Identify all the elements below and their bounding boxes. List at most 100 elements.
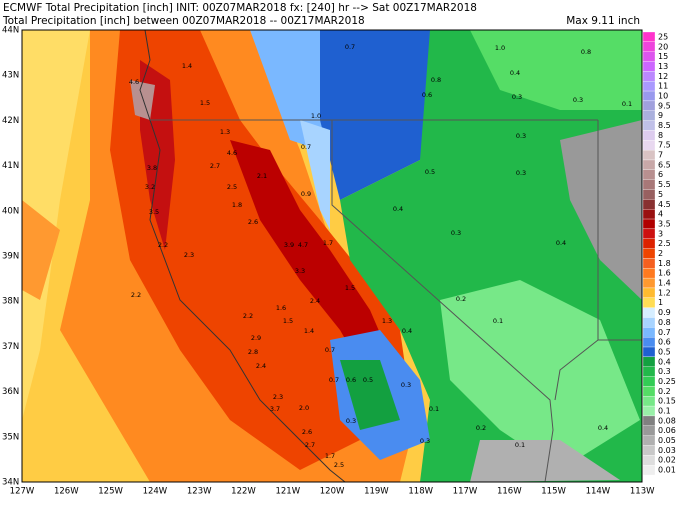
- map-value: 1.6: [276, 304, 286, 312]
- colorbar-swatch: [642, 179, 656, 190]
- title: ECMWF Total Precipitation [inch] INIT: 0…: [3, 2, 477, 14]
- colorbar-swatch: [642, 110, 656, 121]
- map-value: 0.3: [516, 169, 526, 177]
- subtitle: Total Precipitation [inch] between 00Z07…: [2, 15, 365, 27]
- colorbar-label: 0.8: [658, 318, 671, 327]
- lat-label: 42N: [2, 116, 19, 126]
- map-value: 1.7: [323, 239, 333, 247]
- map-value: 3.8: [147, 164, 157, 172]
- map-value: 0.3: [512, 93, 522, 101]
- map-value: 0.2: [476, 424, 486, 432]
- map-value: 2.5: [334, 461, 344, 469]
- map-value: 0.3: [420, 437, 430, 445]
- colorbar-label: 6.5: [658, 160, 671, 169]
- map-value: 0.3: [346, 417, 356, 425]
- map-value: 0.3: [516, 132, 526, 140]
- map-value: 0.2: [456, 295, 466, 303]
- map-value: 4.6: [227, 149, 237, 157]
- lon-label: 126W: [54, 487, 79, 497]
- map-value: 1.5: [283, 317, 293, 325]
- lat-label: 44N: [2, 26, 19, 36]
- colorbar-label: 8: [658, 131, 663, 140]
- colorbar-swatch: [642, 100, 656, 111]
- map-value: 2.5: [227, 183, 237, 191]
- map-value: 0.1: [515, 441, 525, 449]
- colorbar-swatch: [642, 415, 656, 426]
- colorbar-swatch: [642, 386, 656, 397]
- map-value: 2.4: [310, 297, 320, 305]
- boundaries: [139, 29, 642, 483]
- colorbar-swatch: [642, 71, 656, 82]
- map-value: 2.9: [251, 334, 261, 342]
- map-value: 1.0: [495, 44, 505, 52]
- colorbar-label: 1: [658, 298, 663, 307]
- map-value: 0.3: [401, 381, 411, 389]
- colorbar-swatch: [642, 277, 656, 289]
- colorbar-label: 0.08: [658, 416, 676, 425]
- colorbar-label: 0.05: [658, 436, 676, 445]
- colorbar-swatch: [642, 455, 656, 466]
- colorbar-label: 0.06: [658, 426, 676, 435]
- map-value: 2.0: [299, 404, 309, 412]
- colorbar-label: 7: [658, 151, 663, 160]
- map-value: 1.3: [382, 317, 392, 325]
- map-value: 1.3: [220, 128, 230, 136]
- lat-label: 34N: [2, 478, 19, 488]
- colorbar-swatch: [642, 41, 656, 52]
- map-value: 2.4: [256, 362, 266, 370]
- colorbar-label: 3.5: [658, 219, 671, 228]
- colorbar-swatch: [642, 307, 656, 318]
- colorbar-label: 0.03: [658, 446, 676, 455]
- map-value: 0.4: [393, 205, 403, 213]
- colorbar-label: 2: [658, 249, 663, 258]
- map-value: 2.3: [273, 393, 283, 401]
- colorbar-swatch: [642, 366, 656, 377]
- map-value: 2.3: [184, 251, 194, 259]
- colorbar-swatch: [642, 248, 656, 259]
- colorbar-label: 0.4: [658, 357, 671, 366]
- map-value: 0.7: [345, 43, 355, 51]
- colorbar-label: 5.5: [658, 180, 671, 189]
- colorbar-swatch: [642, 287, 656, 298]
- map-value: 1.8: [232, 201, 242, 209]
- colorbar-label: 0.01: [658, 466, 676, 475]
- colorbar: 252015131211109.598.587.576.565.554.543.…: [642, 31, 676, 476]
- map-value: 2.7: [305, 441, 315, 449]
- map-value: 0.3: [451, 229, 461, 237]
- map-value: 2.8: [248, 348, 258, 356]
- colorbar-swatch: [642, 376, 656, 387]
- colorbar-swatch: [642, 31, 656, 42]
- lon-label: 118W: [408, 487, 433, 497]
- lon-label: 123W: [187, 487, 212, 497]
- map-value: 0.1: [622, 100, 632, 108]
- lon-label: 122W: [231, 487, 256, 497]
- map-value: 0.7: [325, 346, 335, 354]
- colorbar-label: 2.5: [658, 239, 671, 248]
- colorbar-swatch: [642, 199, 656, 210]
- colorbar-swatch: [642, 317, 656, 328]
- colorbar-label: 9: [658, 111, 663, 120]
- colorbar-label: 12: [658, 72, 668, 81]
- colorbar-swatch: [642, 228, 656, 239]
- colorbar-label: 0.9: [658, 308, 671, 317]
- colorbar-label: 1.6: [658, 269, 671, 278]
- colorbar-swatch: [642, 268, 656, 279]
- map-value: 0.9: [301, 190, 311, 198]
- map-value: 0.4: [510, 69, 520, 77]
- lat-label: 40N: [2, 206, 19, 216]
- map-value: 2.2: [243, 312, 253, 320]
- map-value: 2.6: [302, 428, 312, 436]
- map-value: 2.1: [257, 172, 267, 180]
- lon-label: 115W: [541, 487, 566, 497]
- colorbar-label: 5: [658, 190, 663, 199]
- colorbar-label: 1.8: [658, 259, 671, 268]
- colorbar-label: 0.25: [658, 377, 676, 386]
- lat-label: 38N: [2, 297, 19, 307]
- colorbar-swatch: [642, 159, 656, 170]
- colorbar-label: 8.5: [658, 121, 671, 130]
- colorbar-swatch: [642, 169, 656, 180]
- lon-label: 121W: [275, 487, 300, 497]
- colorbar-swatch: [642, 346, 656, 358]
